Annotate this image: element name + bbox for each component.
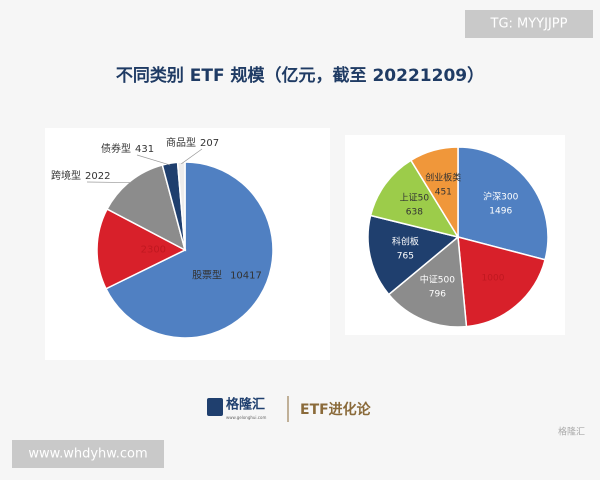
value-label: 207: [200, 138, 219, 149]
corner-mark: 格隆汇: [558, 426, 585, 438]
value-label: 638: [406, 208, 423, 218]
pie-slice: [104, 161, 274, 339]
pie-slice: [457, 236, 546, 328]
slice-label: 商品型: [166, 136, 196, 149]
pies: 股票型 10417 2300 跨境型 2022 债券型 431 商品型 207 沪深300 1496…: [51, 136, 549, 339]
brand: 格隆汇: [226, 397, 265, 413]
slice-label: 上证50: [400, 193, 430, 204]
value-label: 10417: [230, 271, 262, 282]
slice-label: 债券型: [101, 142, 131, 155]
site-box: [12, 440, 164, 468]
column: ETF进化论: [300, 401, 372, 418]
slice-label: 科创板: [392, 236, 419, 248]
slice-label: 跨境型: [51, 169, 81, 182]
value-label: 1496: [489, 206, 512, 216]
pie-slice: [96, 208, 187, 290]
leader-line: [86, 181, 132, 183]
pie-slice: [176, 161, 186, 251]
value-label: 1000: [482, 274, 505, 284]
slice-label: 创业板类: [425, 172, 461, 184]
slice-label: 股票型: [192, 269, 222, 282]
value-label: 431: [135, 144, 154, 155]
pie-slice: [367, 214, 460, 296]
title: 不同类别 ETF 规模（亿元，截至 20221209）: [116, 65, 484, 86]
brand-url: www.gelonghui.com: [226, 415, 266, 420]
value-label: 2022: [85, 171, 110, 182]
watermark-box: [465, 10, 593, 38]
logo-icon: [207, 398, 223, 416]
watermark: TG: MYYJJPP: [490, 17, 568, 32]
pie-slice: [106, 164, 187, 252]
value-label: 451: [435, 188, 452, 198]
slice-label: 中证500: [420, 273, 455, 285]
site: www.whdyhw.com: [28, 447, 147, 462]
value-label: 765: [397, 252, 414, 262]
leader-line: [136, 154, 171, 166]
leader-line: [181, 148, 203, 165]
pie-slice: [457, 146, 549, 261]
value-label: 2300: [141, 244, 166, 255]
pie-slice: [369, 159, 460, 239]
value-label: 796: [429, 289, 446, 299]
pie-slice: [387, 235, 468, 328]
slice-label: 沪深300: [483, 190, 518, 202]
pie-slice: [409, 146, 459, 240]
